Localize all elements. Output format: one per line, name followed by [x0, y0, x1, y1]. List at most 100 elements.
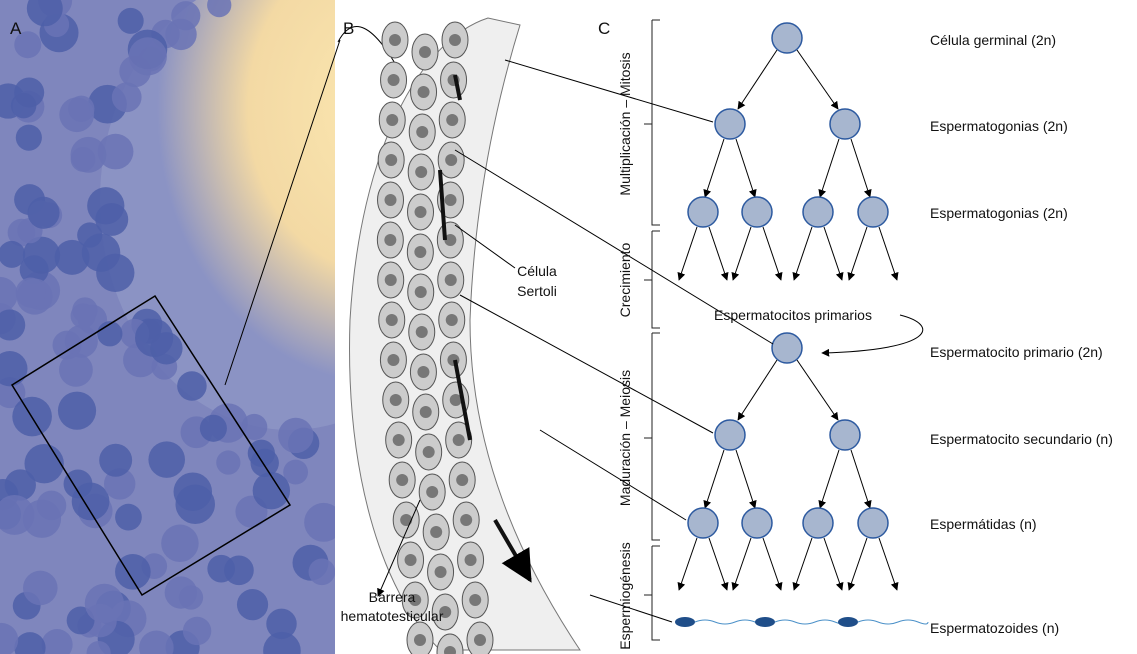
- arrow: [824, 227, 842, 280]
- nucleus: [304, 503, 343, 542]
- cell-node: [742, 508, 772, 538]
- nucleus: [278, 418, 313, 453]
- cell-nucleus: [423, 446, 435, 458]
- annotation: hematotesticular: [341, 608, 444, 624]
- cell-nucleus: [426, 486, 438, 498]
- arrow: [794, 538, 812, 590]
- stage-label: Maduración – Meiosis: [617, 370, 633, 506]
- stage-brackets: [644, 20, 660, 640]
- page: Espermatogénesis {"panels": {"a": "A", "…: [0, 0, 1137, 654]
- cell-nucleus: [400, 514, 412, 526]
- nucleus: [237, 589, 268, 620]
- cell-nucleus: [393, 434, 405, 446]
- arrow: [849, 227, 867, 280]
- arrow: [679, 538, 697, 590]
- level-label: Espermatocito primario (2n): [930, 344, 1103, 360]
- nucleus: [16, 125, 42, 151]
- cell-node: [742, 197, 772, 227]
- nucleus: [161, 525, 198, 562]
- arrow: [851, 450, 870, 508]
- nucleus: [266, 609, 296, 639]
- sperm-tail: [695, 620, 765, 624]
- nucleus: [224, 555, 254, 585]
- cell-node: [803, 197, 833, 227]
- cell-node: [715, 109, 745, 139]
- cell-nucleus: [385, 194, 397, 206]
- level-label: Espermatogonias (2n): [930, 205, 1068, 221]
- arrow: [736, 139, 755, 197]
- cell-nucleus: [386, 314, 398, 326]
- sperm-head: [838, 617, 858, 627]
- level-label: Célula germinal (2n): [930, 32, 1056, 48]
- arrow: [824, 538, 842, 590]
- annotation: Célula: [517, 263, 557, 279]
- cell-nucleus: [386, 114, 398, 126]
- cell-nucleus: [453, 434, 465, 446]
- sperm-tail: [858, 620, 928, 624]
- nucleus: [23, 571, 58, 606]
- annotation: Sertoli: [517, 283, 557, 299]
- cell-nucleus: [435, 566, 447, 578]
- cell-node: [688, 508, 718, 538]
- level-label: Espermatozoides (n): [930, 620, 1059, 636]
- cell-nucleus: [384, 234, 396, 246]
- cell-nucleus: [414, 246, 426, 258]
- cell-nucleus: [389, 34, 401, 46]
- cell-nucleus: [465, 554, 477, 566]
- cell-nucleus: [390, 394, 402, 406]
- panel-label: A: [10, 19, 22, 38]
- nucleus: [135, 319, 173, 357]
- nucleus: [118, 8, 144, 34]
- cell-nucleus: [460, 514, 472, 526]
- cell-nucleus: [405, 554, 417, 566]
- cell-nucleus: [469, 594, 481, 606]
- arrow: [797, 360, 838, 420]
- annotation: Barrera: [369, 589, 416, 605]
- annotation: Espermatocitos primarios: [714, 307, 872, 323]
- arrow: [879, 538, 897, 590]
- cell-node: [830, 420, 860, 450]
- nucleus: [309, 558, 336, 585]
- nucleus: [253, 472, 290, 509]
- cell-nucleus: [415, 286, 427, 298]
- cell-nucleus: [445, 274, 457, 286]
- nucleus: [28, 197, 60, 229]
- stage-label: Espermiogénesis: [617, 542, 633, 649]
- nucleus: [129, 37, 167, 75]
- arrow: [797, 50, 838, 109]
- cell-nucleus: [396, 474, 408, 486]
- arrow: [736, 450, 755, 508]
- arrow: [763, 227, 781, 280]
- arrow: [820, 450, 839, 508]
- nucleus: [248, 440, 275, 467]
- body: A B C Célula Sertoli Barrera hematotesti…: [0, 0, 1137, 654]
- nucleus: [82, 233, 120, 271]
- cell-nucleus: [474, 634, 486, 646]
- cell-nucleus: [446, 314, 458, 326]
- cell-node: [830, 109, 860, 139]
- nucleus: [99, 444, 132, 477]
- level-label: Espermátidas (n): [930, 516, 1037, 532]
- nucleus: [200, 415, 227, 442]
- nucleus: [174, 472, 213, 511]
- arrow: [705, 139, 724, 197]
- nucleus: [165, 19, 196, 50]
- nucleus: [68, 96, 94, 122]
- cell-nucleus: [418, 86, 430, 98]
- cell-nucleus: [419, 46, 431, 58]
- arrow: [851, 139, 870, 197]
- cell-node: [715, 420, 745, 450]
- cell-node: [858, 508, 888, 538]
- nucleus: [64, 469, 93, 498]
- arrow: [794, 227, 812, 280]
- nucleus: [115, 504, 142, 531]
- arrow: [733, 538, 751, 590]
- stage-label: Crecimiento: [617, 242, 633, 317]
- level-label: Espermatocito secundario (n): [930, 431, 1113, 447]
- cell-nucleus: [417, 366, 429, 378]
- nucleus: [59, 353, 93, 387]
- panel-label: C: [598, 19, 610, 38]
- arrow: [705, 450, 724, 508]
- nucleus: [71, 303, 96, 328]
- nucleus: [24, 444, 63, 483]
